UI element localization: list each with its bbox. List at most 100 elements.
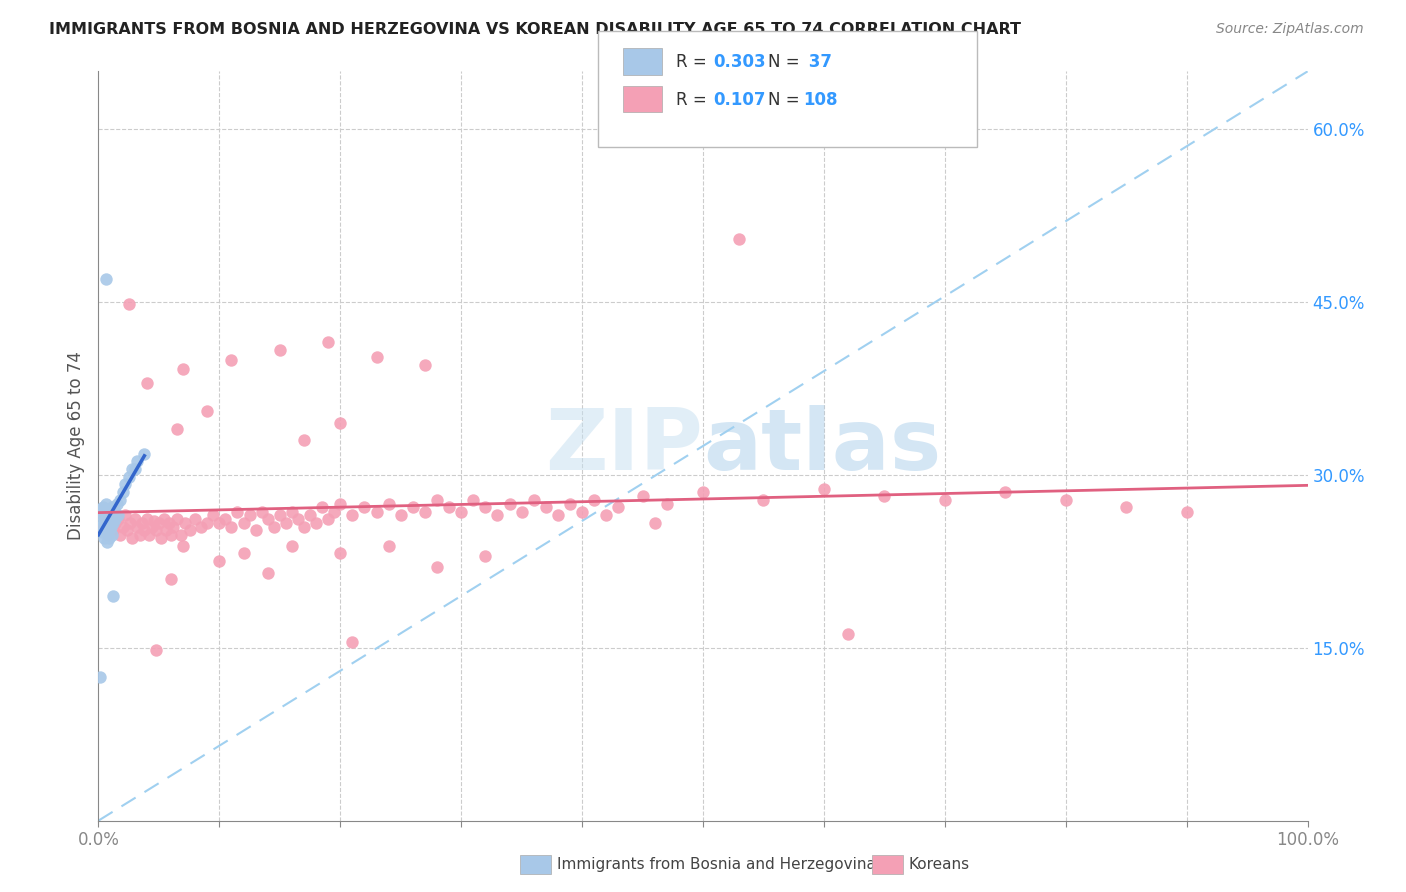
Point	[413, 505, 436, 519]
Point	[150, 531, 173, 545]
Point	[523, 493, 546, 508]
Point	[91, 519, 114, 533]
Text: atlas: atlas	[703, 404, 941, 488]
Point	[377, 539, 399, 553]
Point	[131, 516, 153, 531]
Point	[474, 549, 496, 563]
Point	[97, 528, 120, 542]
Point	[269, 343, 291, 358]
Point	[135, 376, 157, 390]
Text: 108: 108	[803, 91, 838, 109]
Point	[91, 514, 114, 528]
Point	[169, 528, 191, 542]
Point	[108, 493, 131, 508]
Point	[114, 508, 136, 523]
Point	[93, 516, 115, 531]
Point	[245, 523, 267, 537]
Point	[353, 500, 375, 514]
Point	[316, 335, 339, 350]
Point	[256, 511, 278, 525]
Point	[91, 525, 114, 540]
Point	[299, 508, 322, 523]
Point	[152, 511, 174, 525]
Point	[366, 350, 388, 364]
Point	[134, 447, 156, 461]
Point	[450, 505, 472, 519]
Point	[934, 493, 956, 508]
Point	[474, 500, 496, 514]
Point	[692, 485, 714, 500]
Point	[118, 470, 141, 484]
Text: 37: 37	[803, 54, 832, 71]
Point	[837, 627, 859, 641]
Text: R =: R =	[676, 91, 713, 109]
Point	[101, 516, 124, 531]
Point	[226, 505, 249, 519]
Point	[166, 422, 188, 436]
Point	[547, 508, 569, 523]
Point	[595, 508, 617, 523]
Point	[127, 454, 149, 468]
Point	[104, 516, 127, 531]
Point	[250, 505, 273, 519]
Point	[124, 462, 146, 476]
Point	[121, 462, 143, 476]
Point	[498, 497, 520, 511]
Text: R =: R =	[676, 54, 713, 71]
Text: N =: N =	[768, 91, 804, 109]
Text: 0.303: 0.303	[713, 54, 765, 71]
Point	[127, 519, 149, 533]
Point	[413, 359, 436, 373]
Point	[174, 516, 197, 531]
Point	[1175, 505, 1198, 519]
Point	[89, 502, 111, 516]
Point	[437, 500, 460, 514]
Point	[402, 500, 425, 514]
Point	[873, 489, 896, 503]
Point	[281, 505, 304, 519]
Point	[994, 485, 1017, 500]
Point	[571, 505, 593, 519]
Point	[141, 519, 163, 533]
Point	[100, 500, 122, 514]
Point	[655, 497, 678, 511]
Point	[104, 511, 127, 525]
Point	[96, 519, 118, 533]
Point	[214, 511, 236, 525]
Point	[1054, 493, 1077, 508]
Point	[184, 511, 207, 525]
Point	[118, 516, 141, 531]
Point	[101, 589, 124, 603]
Point	[263, 519, 285, 533]
Text: 0.107: 0.107	[713, 91, 765, 109]
Point	[728, 231, 751, 245]
Point	[292, 434, 315, 448]
Point	[118, 297, 141, 311]
Point	[377, 497, 399, 511]
Point	[510, 505, 533, 519]
Point	[752, 493, 775, 508]
Point	[463, 493, 485, 508]
Point	[100, 519, 122, 533]
Point	[274, 516, 297, 531]
Point	[97, 523, 120, 537]
Point	[486, 508, 509, 523]
Point	[292, 519, 315, 533]
Point	[232, 546, 254, 560]
Point	[145, 643, 167, 657]
Point	[107, 508, 129, 523]
Point	[221, 352, 243, 367]
Y-axis label: Disability Age 65 to 74: Disability Age 65 to 74	[66, 351, 84, 541]
Point	[162, 519, 184, 533]
Point	[281, 539, 304, 553]
Point	[105, 497, 128, 511]
Point	[813, 482, 835, 496]
Point	[100, 508, 122, 523]
Point	[329, 546, 352, 560]
Point	[256, 566, 278, 580]
Point	[195, 516, 218, 531]
Point	[143, 514, 166, 528]
Text: Immigrants from Bosnia and Herzegovina: Immigrants from Bosnia and Herzegovina	[557, 857, 876, 871]
Point	[100, 508, 122, 523]
Text: IMMIGRANTS FROM BOSNIA AND HERZEGOVINA VS KOREAN DISABILITY AGE 65 TO 74 CORRELA: IMMIGRANTS FROM BOSNIA AND HERZEGOVINA V…	[49, 22, 1021, 37]
